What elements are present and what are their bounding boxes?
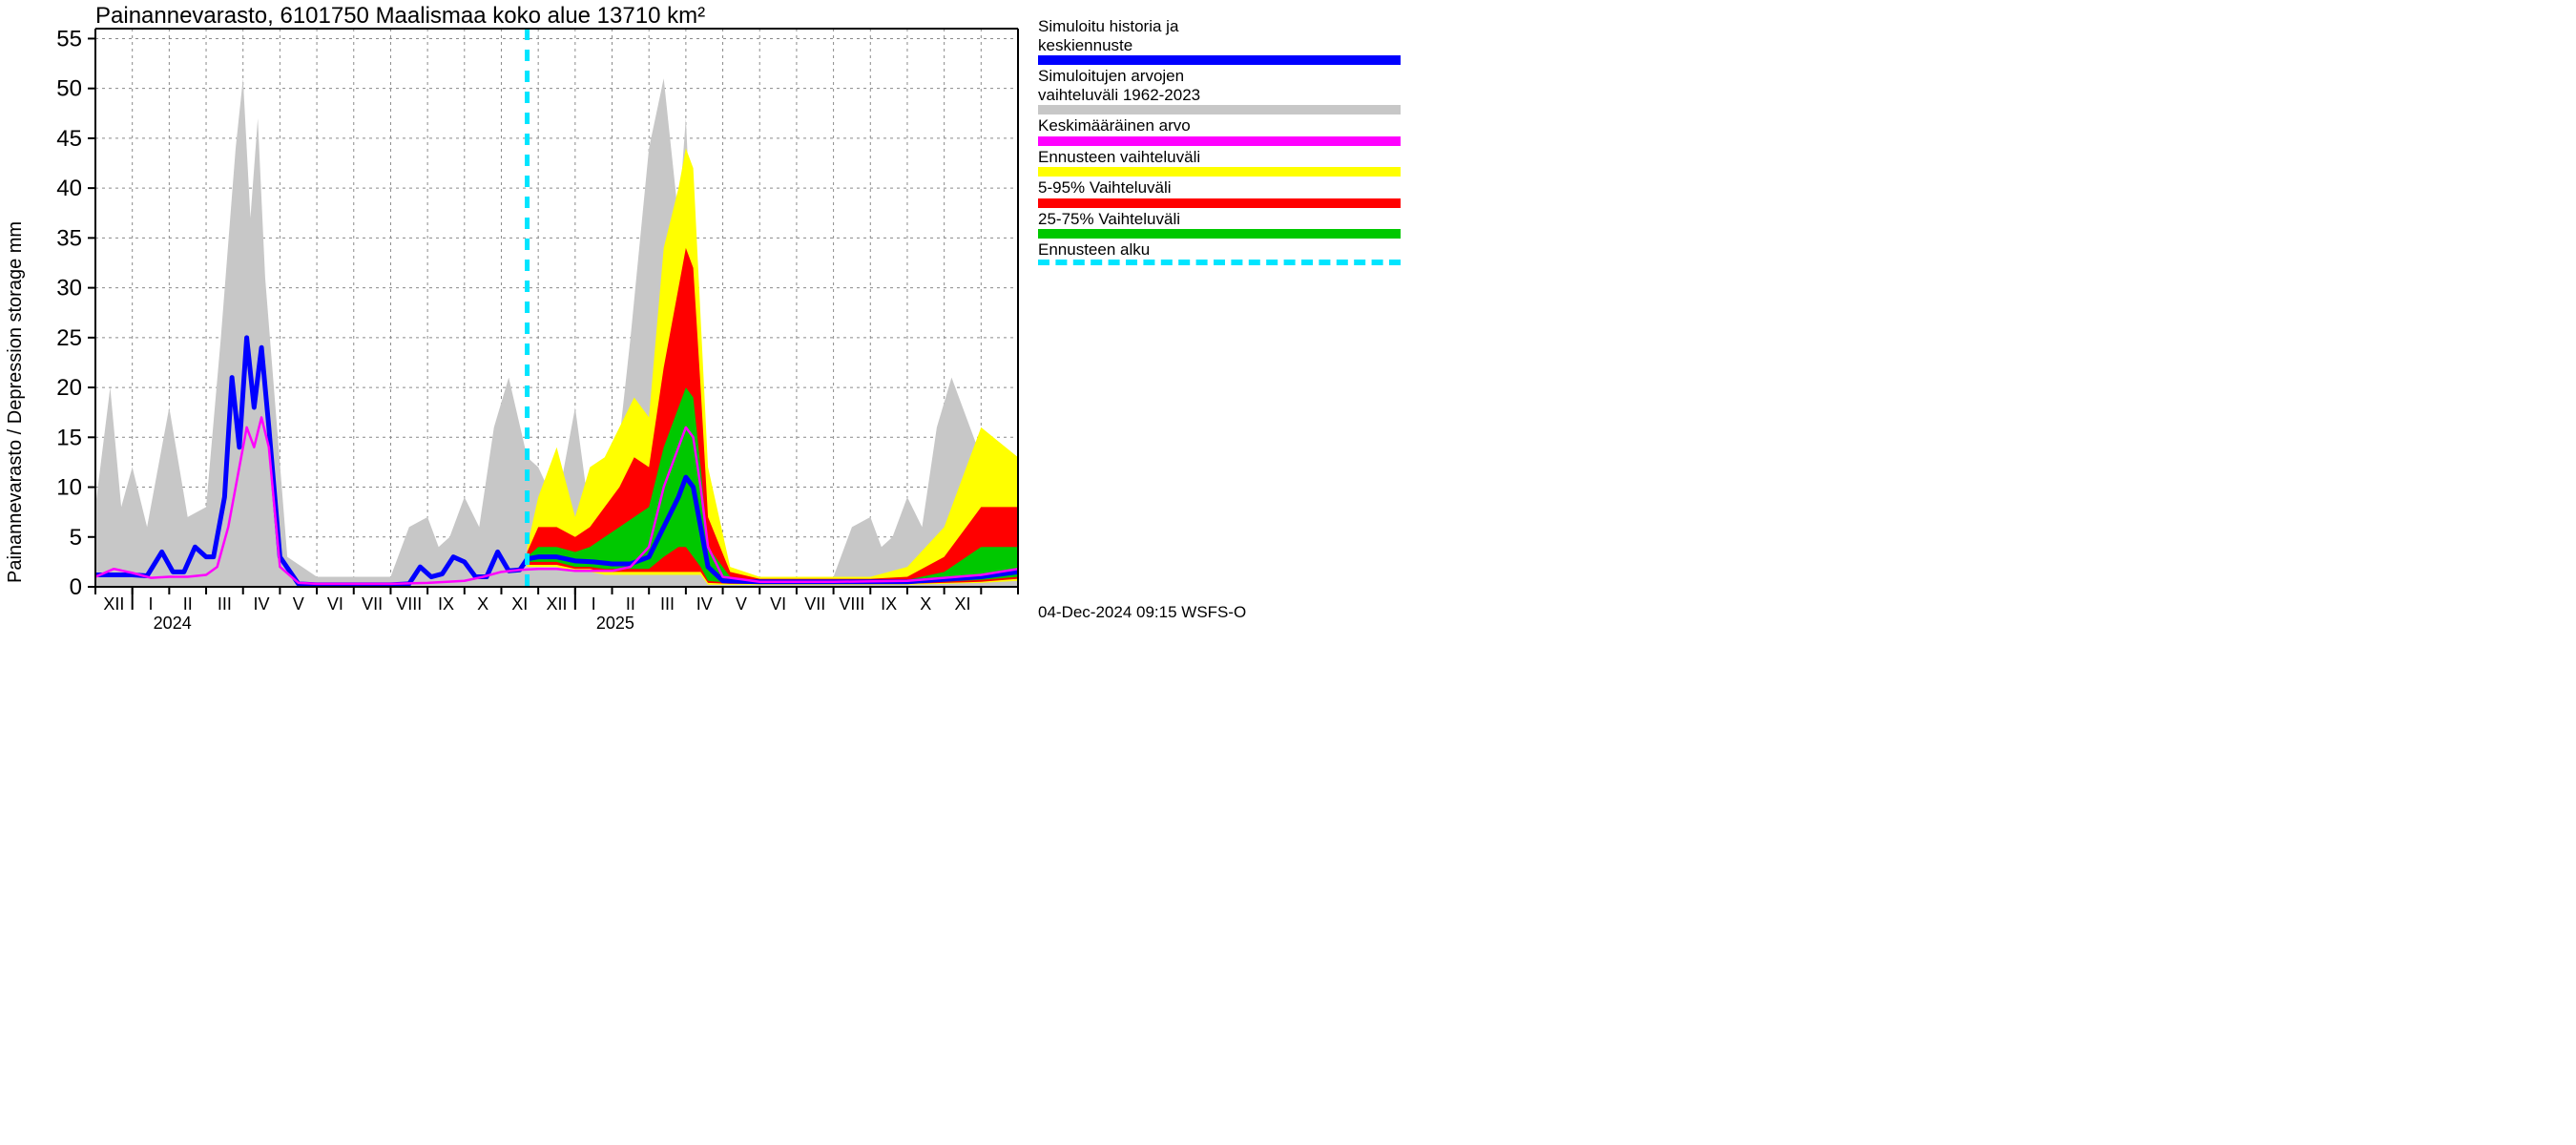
- y-tick-label: 5: [70, 525, 82, 551]
- y-tick-label: 55: [56, 26, 82, 52]
- y-tick-label: 50: [56, 76, 82, 102]
- x-month-label: I: [149, 594, 154, 614]
- legend-swatch: [1038, 136, 1401, 146]
- chart-container: 0510152025303540455055XIIIIIIIIIVVVIVIIV…: [0, 0, 1431, 636]
- y-tick-label: 0: [70, 574, 82, 600]
- x-month-label: VI: [770, 594, 786, 614]
- legend-swatch: [1038, 198, 1401, 208]
- legend-entry: 25-75% Vaihteluväli: [1038, 210, 1420, 239]
- legend-label: Ennusteen alku: [1038, 240, 1420, 260]
- legend-entry: Simuloitu historia ja keskiennuste: [1038, 17, 1420, 65]
- x-month-label: IX: [881, 594, 897, 614]
- x-month-label: I: [592, 594, 596, 614]
- x-month-label: III: [660, 594, 675, 614]
- legend-entry: Ennusteen vaihteluväli: [1038, 148, 1420, 177]
- x-month-label: VI: [327, 594, 343, 614]
- footer-timestamp: 04-Dec-2024 09:15 WSFS-O: [1038, 603, 1246, 622]
- x-month-label: IX: [438, 594, 454, 614]
- x-month-label: XII: [546, 594, 567, 614]
- x-month-label: XII: [103, 594, 124, 614]
- legend-swatch: [1038, 260, 1401, 265]
- legend-label: Keskimääräinen arvo: [1038, 116, 1420, 135]
- y-tick-label: 35: [56, 225, 82, 251]
- x-month-label: XI: [954, 594, 970, 614]
- legend-label: 25-75% Vaihteluväli: [1038, 210, 1420, 229]
- year-label: 2025: [596, 614, 634, 633]
- x-month-label: II: [626, 594, 635, 614]
- y-tick-label: 25: [56, 325, 82, 351]
- legend-entry: 5-95% Vaihteluväli: [1038, 178, 1420, 208]
- x-month-label: VII: [362, 594, 383, 614]
- x-month-label: IV: [254, 594, 270, 614]
- x-month-label: III: [218, 594, 232, 614]
- legend-label: Ennusteen vaihteluväli: [1038, 148, 1420, 167]
- legend-entry: Ennusteen alku: [1038, 240, 1420, 265]
- x-month-label: VIII: [839, 594, 864, 614]
- x-month-label: VII: [804, 594, 825, 614]
- x-month-label: X: [920, 594, 931, 614]
- x-month-label: V: [293, 594, 304, 614]
- x-month-label: X: [477, 594, 488, 614]
- legend-entry: Simuloitujen arvojen vaihteluväli 1962-2…: [1038, 67, 1420, 114]
- y-tick-label: 20: [56, 375, 82, 401]
- year-label: 2024: [154, 614, 192, 633]
- legend: Simuloitu historia ja keskiennuste Simulo…: [1038, 17, 1420, 267]
- legend-label: Simuloitujen arvojen vaihteluväli 1962-2…: [1038, 67, 1420, 104]
- legend-swatch: [1038, 229, 1401, 239]
- y-tick-label: 30: [56, 276, 82, 302]
- y-tick-label: 40: [56, 176, 82, 201]
- x-month-label: XI: [511, 594, 528, 614]
- legend-swatch: [1038, 167, 1401, 177]
- x-month-label: V: [736, 594, 747, 614]
- chart-title: Painannevarasto, 6101750 Maalismaa koko …: [95, 3, 705, 29]
- legend-swatch: [1038, 55, 1401, 65]
- x-month-label: VIII: [396, 594, 422, 614]
- y-axis-label: Painannevarasto / Depression storage mm: [5, 221, 26, 583]
- legend-label: 5-95% Vaihteluväli: [1038, 178, 1420, 198]
- legend-swatch: [1038, 105, 1401, 114]
- legend-label: Simuloitu historia ja keskiennuste: [1038, 17, 1420, 54]
- legend-entry: Keskimääräinen arvo: [1038, 116, 1420, 146]
- y-tick-label: 15: [56, 425, 82, 450]
- y-tick-label: 45: [56, 126, 82, 152]
- x-month-label: IV: [696, 594, 713, 614]
- x-month-label: II: [183, 594, 193, 614]
- y-tick-label: 10: [56, 475, 82, 501]
